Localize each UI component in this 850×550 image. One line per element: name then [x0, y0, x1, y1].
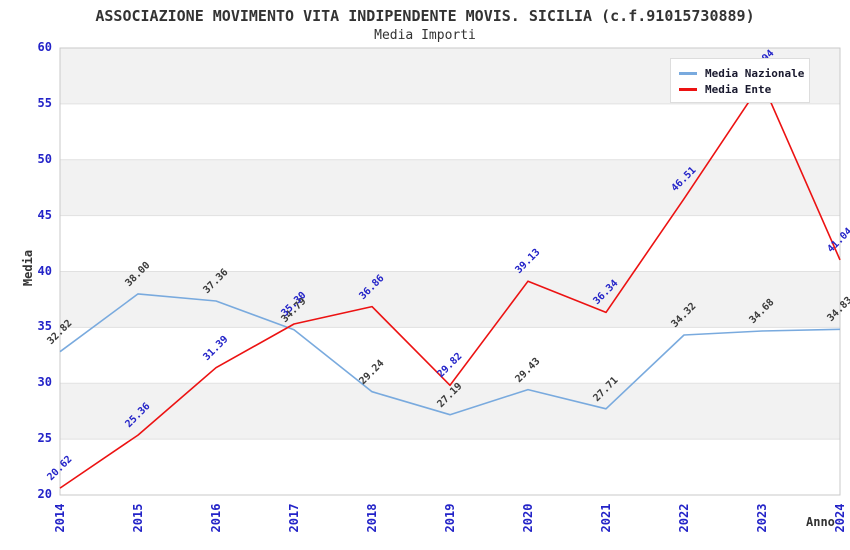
x-tick-label-2021: 2021	[599, 503, 613, 533]
x-tick-label-2022: 2022	[677, 503, 691, 533]
x-tick-label-2015: 2015	[131, 503, 145, 533]
y-tick-label-45: 45	[37, 207, 52, 222]
y-tick-label-30: 30	[37, 375, 52, 390]
y-tick-label-55: 55	[37, 95, 52, 110]
x-tick-label-2018: 2018	[365, 503, 379, 533]
legend: Media Nazionale Media Ente	[670, 58, 810, 103]
x-tick-label-2019: 2019	[443, 503, 457, 533]
y-tick-label-60: 60	[37, 40, 52, 54]
series-line-media-ente	[59, 81, 841, 489]
legend-label: Media Nazionale	[705, 66, 805, 80]
x-tick-label-2017: 2017	[287, 503, 301, 533]
y-tick-label-35: 35	[37, 319, 52, 334]
chart-title: ASSOCIAZIONE MOVIMENTO VITA INDIPENDENTE…	[95, 7, 755, 25]
y-tick-label-40: 40	[37, 263, 52, 278]
x-tick-label-2024: 2024	[833, 503, 847, 533]
chart-subtitle: Media Importi	[374, 28, 476, 43]
x-tick-label-2023: 2023	[755, 503, 769, 533]
x-tick-label-2014: 2014	[53, 503, 67, 533]
y-tick-label-50: 50	[37, 151, 52, 166]
grid-band	[60, 271, 840, 328]
legend-item-media-nazionale: Media Nazionale	[679, 65, 809, 81]
x-axis-title: Anno	[806, 515, 835, 529]
legend-item-media-ente: Media Ente	[679, 81, 809, 97]
grid-band	[60, 159, 840, 216]
y-tick-label-20: 20	[37, 487, 52, 501]
plot-border	[59, 47, 841, 496]
legend-label: Media Ente	[705, 82, 772, 96]
legend-line-swatch-ente	[679, 87, 697, 91]
y-tick-label-25: 25	[37, 431, 52, 446]
x-tick-label-2016: 2016	[209, 503, 223, 533]
legend-line-swatch-nazionale	[679, 71, 697, 75]
series-line-media-nazionale	[59, 293, 841, 416]
grid-band	[60, 383, 840, 440]
x-tick-label-2020: 2020	[521, 503, 535, 533]
